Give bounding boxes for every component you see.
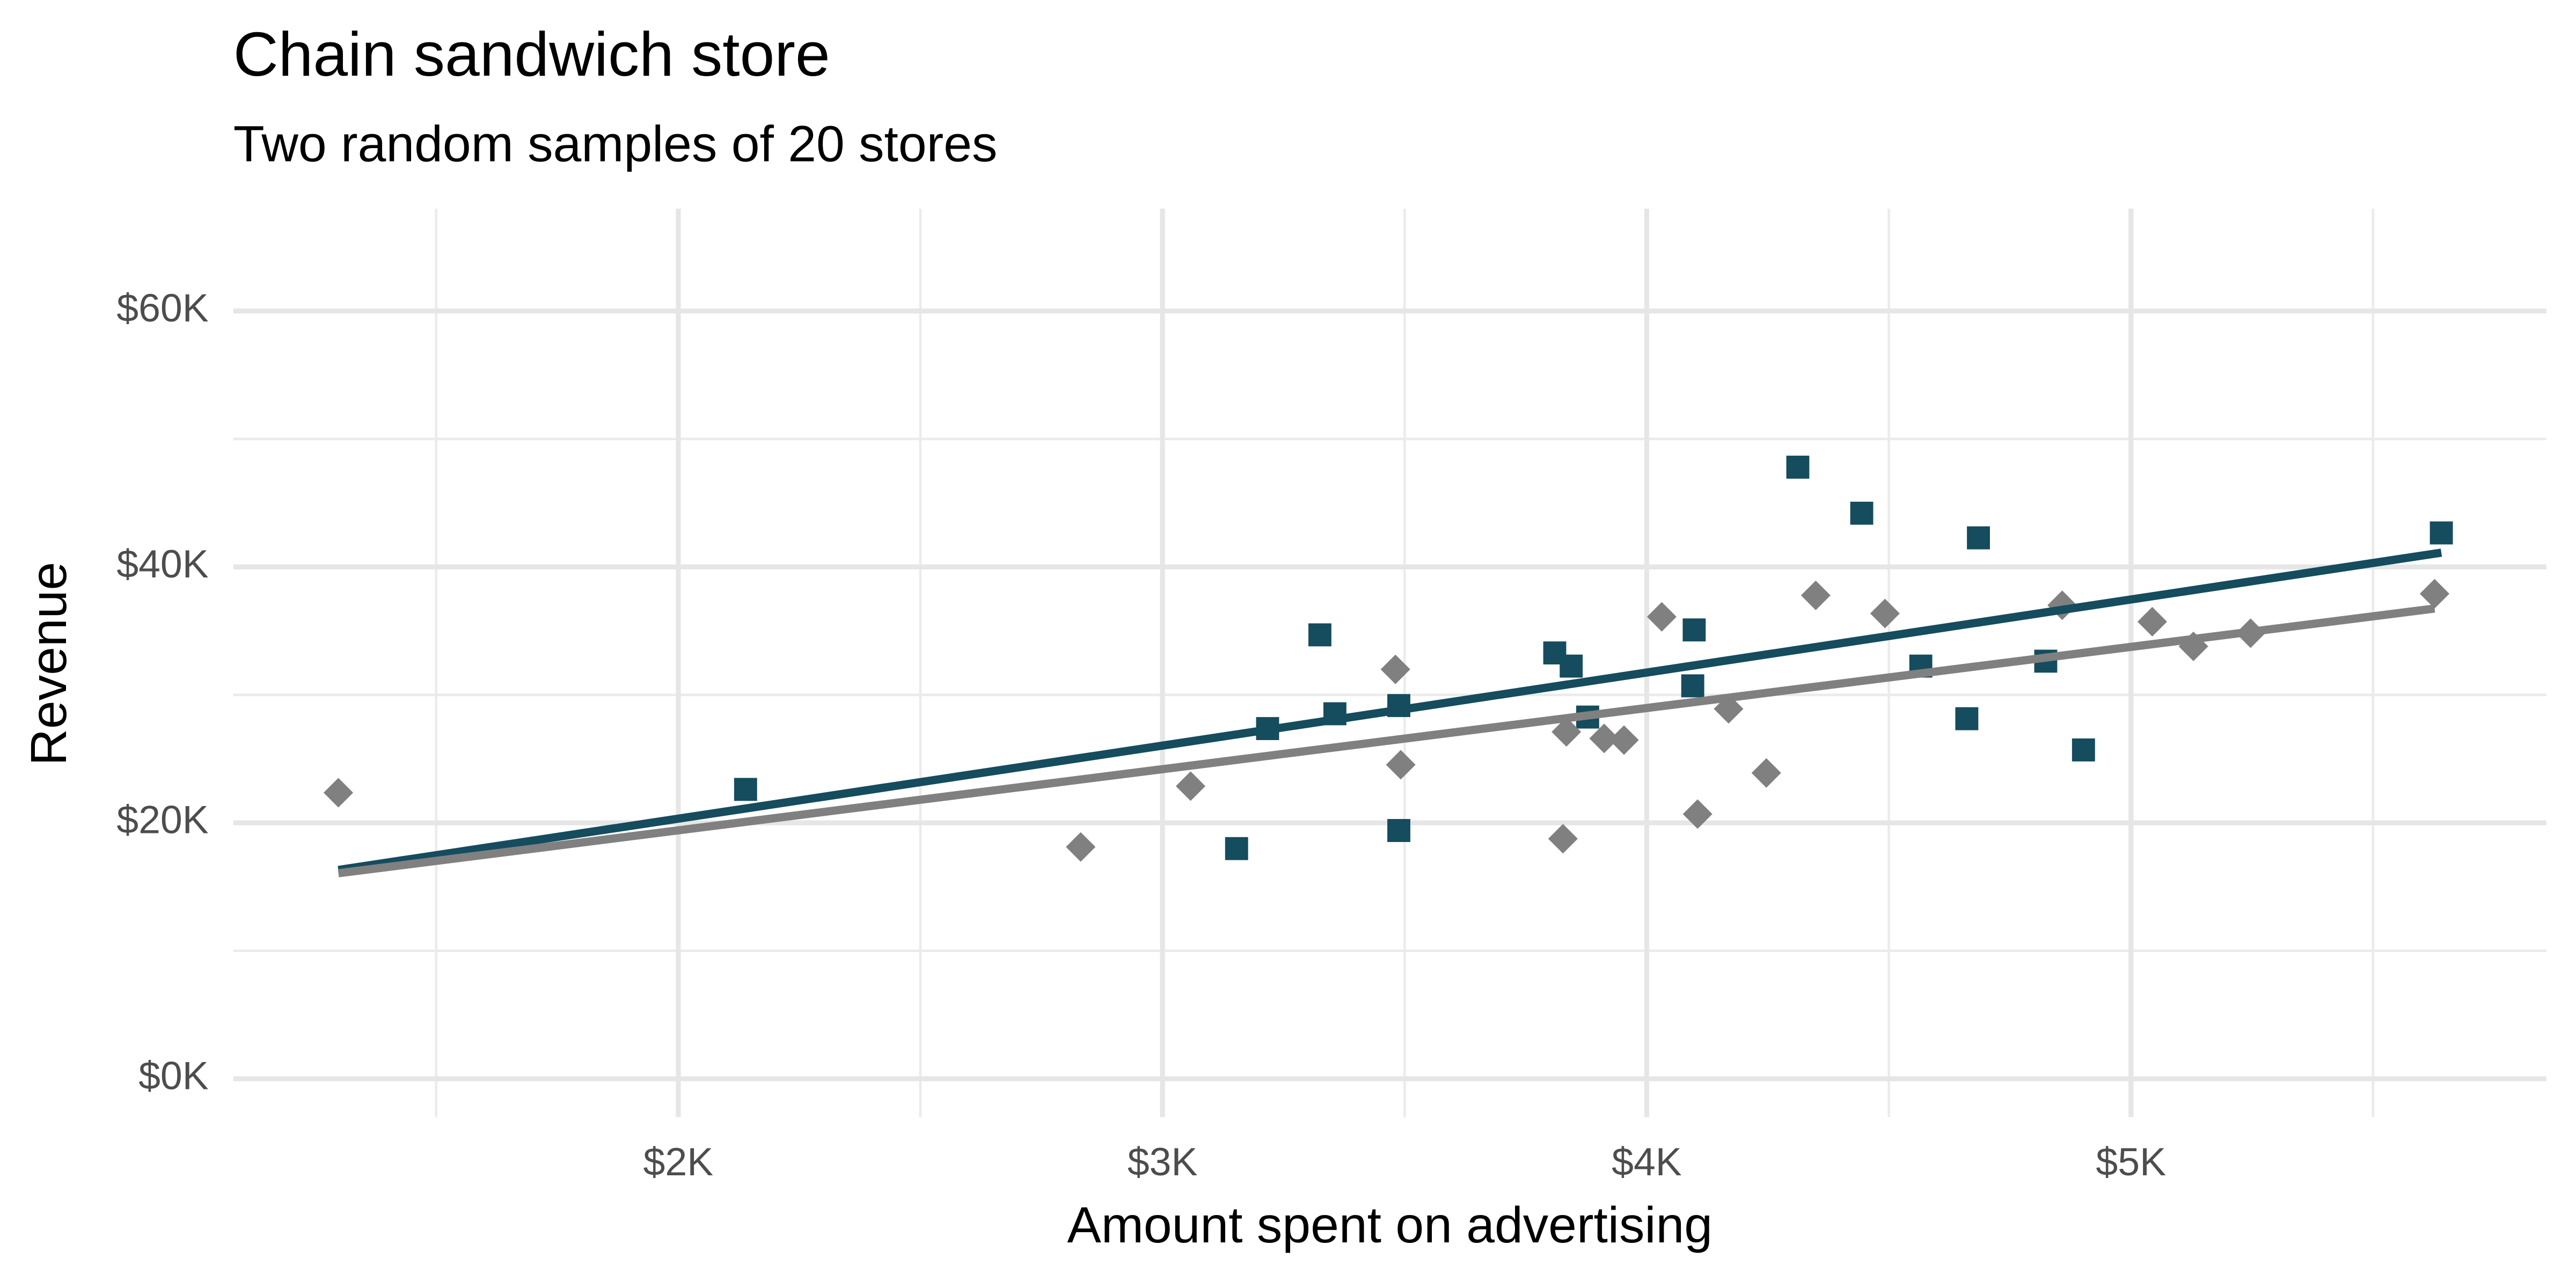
fit-line: [338, 604, 2435, 877]
y-axis-label: Revenue: [20, 562, 77, 766]
point: [2429, 521, 2453, 545]
y-tick-label: $60K: [116, 286, 209, 330]
point: [1308, 623, 1331, 647]
point: [1386, 750, 1416, 780]
point: [734, 778, 757, 801]
x-tick-label: $2K: [643, 1139, 714, 1184]
point: [1786, 456, 1810, 479]
x-tick-label: $3K: [1128, 1139, 1198, 1184]
point: [1682, 618, 1706, 642]
point: [1681, 674, 1704, 698]
point: [1387, 819, 1410, 842]
fit-line: [338, 548, 2442, 874]
point: [2137, 606, 2167, 637]
point: [1225, 837, 1248, 860]
point: [1646, 602, 1677, 632]
point: [1560, 654, 1583, 678]
point: [1682, 799, 1713, 829]
chart-title: Chain sandwich store: [233, 19, 830, 89]
point: [1850, 501, 1874, 525]
point: [1066, 832, 1096, 862]
x-tick-label: $4K: [1612, 1139, 1682, 1184]
point: [1967, 526, 1990, 550]
point: [1955, 707, 1979, 730]
y-tick-label: $20K: [116, 797, 209, 842]
point: [2419, 579, 2450, 609]
point: [323, 778, 354, 808]
chart-subtitle: Two random samples of 20 stores: [233, 116, 998, 173]
x-tick-label: $5K: [2096, 1139, 2166, 1184]
y-tick-label: $40K: [116, 541, 209, 586]
x-axis-label: Amount spent on advertising: [1067, 1197, 1713, 1254]
y-tick-label: $0K: [138, 1053, 209, 1098]
point: [1870, 598, 1900, 628]
point: [1751, 758, 1781, 788]
point: [2072, 738, 2095, 762]
